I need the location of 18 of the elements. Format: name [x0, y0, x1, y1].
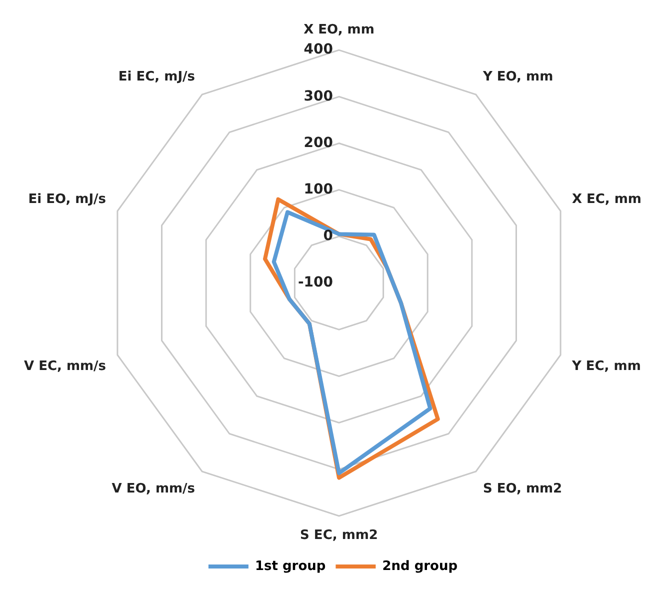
legend-label: 2nd group [382, 558, 458, 574]
y-tick-label: 200 [304, 134, 334, 151]
spoke-label: S EC, mm2 [300, 528, 378, 544]
spoke-label: Y EC, mm [570, 358, 641, 374]
spoke-label: X EO, mm [304, 22, 374, 38]
spoke-label: V EO, mm/s [112, 481, 196, 496]
y-tick-label: 0 [323, 228, 334, 244]
spoke-label: X EC, mm [572, 192, 642, 207]
y-tick-label: 100 [304, 181, 334, 198]
y-tick-label: 300 [304, 88, 334, 104]
spoke-label: Ei EO, mJ/s [28, 192, 106, 207]
y-tick-label: 400 [304, 42, 334, 58]
spoke-label: S EO, mm2 [482, 481, 562, 496]
spoke-label: Y EO, mm [482, 69, 554, 84]
y-tick-label: -100 [298, 274, 334, 291]
spoke-label: Ei EC, mJ/s [118, 69, 196, 84]
legend-label: 1st group [254, 558, 326, 574]
spoke-label: V EC, mm/s [24, 358, 106, 374]
